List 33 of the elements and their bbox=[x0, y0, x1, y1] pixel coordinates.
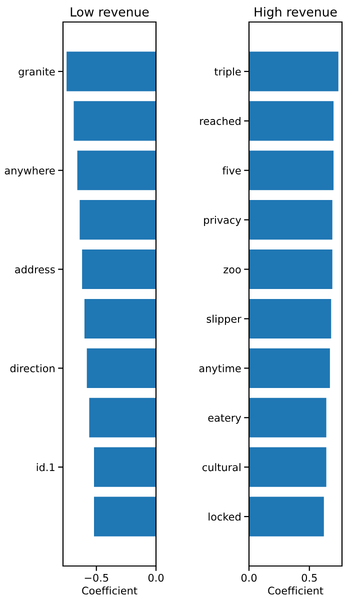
bar bbox=[249, 200, 332, 240]
chart-title: High revenue bbox=[254, 6, 337, 20]
y-tick-label: locked bbox=[208, 512, 240, 521]
y-tick-label: direction bbox=[10, 364, 54, 372]
x-tick-label: 0.0 bbox=[148, 574, 164, 582]
x-axis-title: Coefficient bbox=[268, 586, 324, 595]
bar bbox=[249, 150, 334, 190]
bar bbox=[249, 101, 334, 141]
chart-title: Low revenue bbox=[70, 7, 149, 17]
bar bbox=[249, 249, 332, 290]
bar bbox=[249, 447, 326, 487]
y-tick-label: reached bbox=[200, 116, 240, 126]
y-tick-label: anytime bbox=[199, 364, 241, 374]
y-tick-label: privacy bbox=[204, 216, 242, 226]
x-tick-label: −0.5 bbox=[84, 574, 108, 582]
bar bbox=[249, 348, 330, 388]
y-tick-label: id.1 bbox=[36, 463, 54, 472]
bar bbox=[249, 398, 326, 438]
y-tick-label: slipper bbox=[206, 314, 242, 325]
bar bbox=[249, 298, 332, 339]
bar bbox=[249, 496, 324, 536]
y-tick-label: address bbox=[15, 265, 55, 274]
y-tick-label: triple bbox=[214, 67, 241, 78]
y-tick-label: zoo bbox=[224, 267, 241, 274]
y-tick-label: anywhere bbox=[4, 166, 55, 176]
y-tick-label: eatery bbox=[208, 414, 242, 424]
x-tick-label: 0.0 bbox=[241, 574, 257, 582]
y-tick-label: five bbox=[222, 166, 241, 174]
x-axis-title: Coefficient bbox=[82, 586, 138, 595]
y-tick-label: granite bbox=[18, 67, 55, 78]
y-tick-label: cultural bbox=[202, 463, 240, 472]
x-tick-label: 0.5 bbox=[302, 574, 317, 582]
bar bbox=[249, 52, 338, 92]
